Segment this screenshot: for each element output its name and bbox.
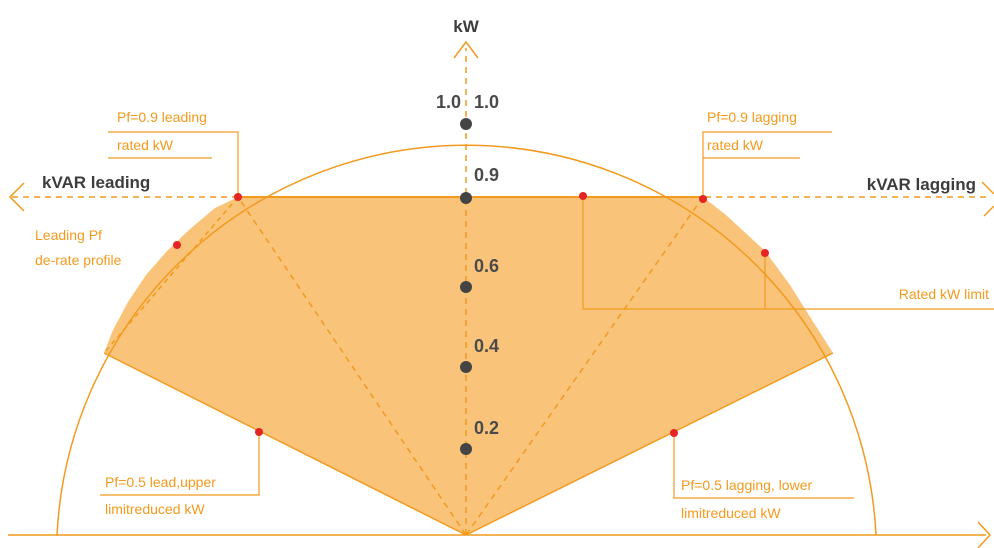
kvar-leading-label: kVAR leading <box>42 173 150 192</box>
kvar-lagging-arrow <box>981 181 994 195</box>
tick-1.0-left: 1.0 <box>436 92 461 112</box>
dot-pf05-lag <box>670 429 678 437</box>
dot-kw-0.2 <box>460 443 472 455</box>
tick-0.4: 0.4 <box>474 336 499 356</box>
pf05-lag-line1: Pf=0.5 lagging, lower <box>681 477 812 493</box>
pf09-lagging-line1: Pf=0.9 lagging <box>707 109 797 125</box>
tick-1.0-right: 1.0 <box>474 92 499 112</box>
baseline-arrow-right <box>977 521 992 548</box>
pf09-lagging-line <box>465 196 704 536</box>
pf05-lag-line <box>465 352 834 536</box>
kw-axis-arrow <box>453 40 479 59</box>
tick-0.2: 0.2 <box>474 418 499 438</box>
pf09-leading-leader <box>108 131 239 197</box>
dot-kw-0.4 <box>460 361 472 373</box>
dot-pf09-lagging <box>699 195 707 203</box>
pf09-lagging-line2: rated kW <box>707 137 764 153</box>
dot-kw-0.9 <box>460 192 472 204</box>
kvar-lagging-label: kVAR lagging <box>867 175 976 194</box>
rated-limit-text: Rated kW limit <box>899 286 989 302</box>
dot-rated-limit <box>579 192 587 200</box>
pf05-lead-line2: limitreduced kW <box>105 501 205 517</box>
pf09-leading-line2: rated kW <box>117 137 174 153</box>
leading-derate-dashed <box>103 196 239 354</box>
tick-0.9: 0.9 <box>474 165 499 185</box>
dot-pf09-leading <box>234 193 242 201</box>
kvar-leading-arrow <box>8 182 25 212</box>
leading-derate-line2: de-rate profile <box>35 252 122 268</box>
dot-kw-1.0 <box>460 118 472 130</box>
pf09-lagging-leader <box>702 131 832 197</box>
pf05-lag-line2: limitreduced kW <box>681 505 781 521</box>
pf05-lead-line1: Pf=0.5 lead,upper <box>105 474 216 490</box>
pf09-leading-line1: Pf=0.9 leading <box>117 109 207 125</box>
dot-pf05-lead <box>255 428 263 436</box>
pf05-lead-line <box>103 352 467 536</box>
tick-0.6: 0.6 <box>474 256 499 276</box>
leading-derate-line1: Leading Pf <box>35 227 102 243</box>
pf05-lag-leader <box>673 433 854 499</box>
dot-leading-derate <box>173 241 181 249</box>
pf05-lead-leader <box>100 432 260 496</box>
rated-limit-leader <box>582 196 994 310</box>
pf09-leading-line <box>237 196 467 536</box>
dot-rated-limit-arc <box>761 249 769 257</box>
kw-axis-label: kW <box>453 17 479 36</box>
dot-kw-0.6 <box>460 281 472 293</box>
kvar-lagging-arrow-lower <box>983 205 994 217</box>
